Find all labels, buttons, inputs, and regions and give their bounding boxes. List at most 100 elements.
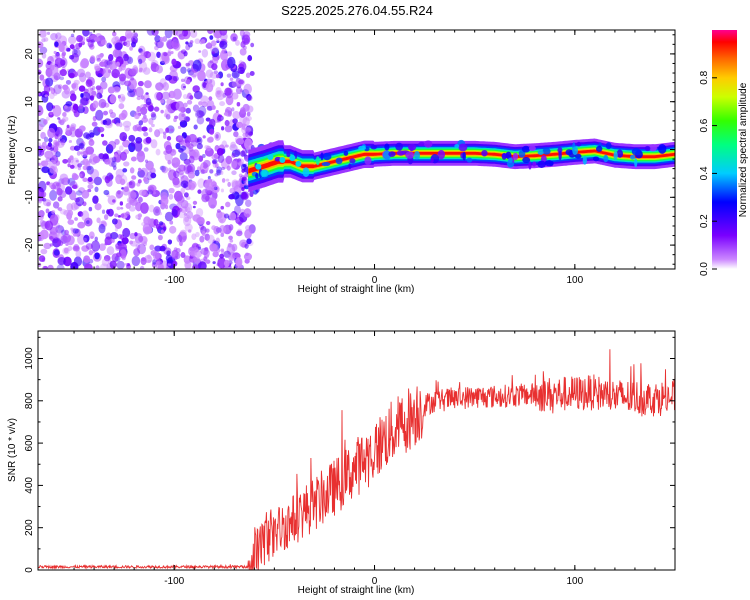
noise-speckle (147, 184, 157, 193)
noise-speckle (144, 159, 149, 163)
noise-speckle (179, 145, 187, 151)
onset-blob (295, 160, 302, 167)
noise-speckle (178, 112, 187, 122)
noise-speckle (122, 139, 131, 148)
noise-speckle (164, 74, 173, 81)
noise-speckle (67, 219, 75, 225)
noise-speckle (115, 242, 122, 250)
snr-xlabel: Height of straight line (km) (298, 585, 415, 596)
noise-speckle (109, 260, 117, 269)
ridge-bump (532, 161, 537, 167)
noise-speckle (140, 50, 147, 57)
noise-speckle (137, 80, 144, 87)
noise-speckle (112, 218, 118, 225)
noise-speckle (132, 125, 138, 132)
noise-speckle (192, 205, 196, 209)
noise-speckle (96, 92, 103, 99)
noise-speckle (191, 233, 197, 240)
noise-speckle (88, 129, 95, 139)
noise-speckle (58, 43, 65, 53)
noise-speckle (179, 241, 183, 247)
noise-speckle (130, 156, 137, 162)
noise-speckle (118, 93, 126, 103)
noise-speckle (224, 119, 230, 127)
noise-speckle (225, 178, 230, 182)
noise-speckle (167, 159, 172, 165)
noise-speckle (88, 250, 94, 256)
noise-speckle (97, 73, 103, 78)
noise-speckle (125, 211, 130, 216)
noise-speckle (219, 253, 225, 259)
noise-speckle (190, 250, 197, 257)
noise-speckle (210, 46, 219, 54)
noise-speckle (233, 131, 239, 138)
noise-speckle (194, 169, 200, 177)
noise-speckle (207, 30, 214, 35)
noise-speckle (83, 132, 90, 139)
noise-speckle (138, 48, 143, 53)
noise-speckle (146, 30, 156, 36)
noise-speckle (120, 151, 128, 161)
noise-speckle (131, 41, 136, 48)
noise-speckle (191, 264, 199, 269)
noise-speckle (84, 263, 93, 269)
noise-speckle (230, 141, 236, 149)
noise-speckle (204, 179, 213, 191)
noise-speckle (62, 233, 72, 243)
noise-speckle (175, 100, 185, 112)
noise-speckle (91, 240, 100, 252)
noise-speckle (111, 36, 119, 45)
noise-speckle (250, 42, 255, 48)
noise-speckle (153, 218, 159, 226)
noise-speckle (163, 52, 168, 57)
noise-speckle (54, 57, 64, 68)
noise-speckle (79, 97, 89, 106)
noise-speckle (163, 54, 170, 65)
noise-speckle (230, 33, 238, 42)
noise-speckle (82, 177, 88, 183)
noise-speckle (118, 66, 123, 72)
noise-speckle (244, 243, 249, 249)
noise-speckle (141, 117, 149, 123)
noise-speckle (60, 118, 66, 124)
noise-speckle (215, 74, 220, 79)
noise-speckle (57, 207, 63, 212)
noise-speckle (49, 147, 54, 152)
noise-speckle (207, 42, 212, 47)
noise-speckle (120, 213, 125, 218)
colorbar-ticks: 0.0 0.2 0.4 0.6 0.8 (699, 70, 717, 276)
noise-speckle (56, 264, 65, 269)
noise-speckle (234, 205, 241, 215)
noise-speckle (116, 193, 122, 199)
noise-speckle (112, 49, 120, 58)
noise-speckle (136, 96, 141, 101)
noise-speckle (57, 257, 66, 266)
noise-speckle (101, 258, 110, 267)
noise-speckle (188, 155, 195, 164)
noise-speckle (74, 217, 78, 221)
noise-speckle (82, 30, 90, 37)
noise-speckle (198, 101, 203, 106)
noise-speckle (131, 175, 137, 180)
noise-speckle (69, 44, 75, 50)
noise-speckle (203, 164, 208, 169)
noise-speckle (171, 209, 178, 217)
noise-speckle (243, 83, 252, 95)
noise-speckle (161, 166, 169, 174)
noise-speckle (209, 35, 214, 40)
noise-speckle (169, 128, 174, 132)
noise-speckle (72, 183, 79, 190)
ridge-bump (521, 145, 531, 153)
noise-speckle (195, 231, 200, 238)
noise-speckle (245, 72, 251, 79)
noise-speckle (128, 190, 137, 201)
noise-speckle (136, 150, 146, 163)
noise-speckle (107, 208, 114, 217)
noise-speckle (103, 254, 111, 262)
noise-speckle (97, 126, 105, 133)
noise-speckle (46, 31, 51, 36)
noise-speckle (145, 97, 152, 106)
noise-speckle (213, 70, 219, 75)
noise-speckle (186, 68, 192, 73)
